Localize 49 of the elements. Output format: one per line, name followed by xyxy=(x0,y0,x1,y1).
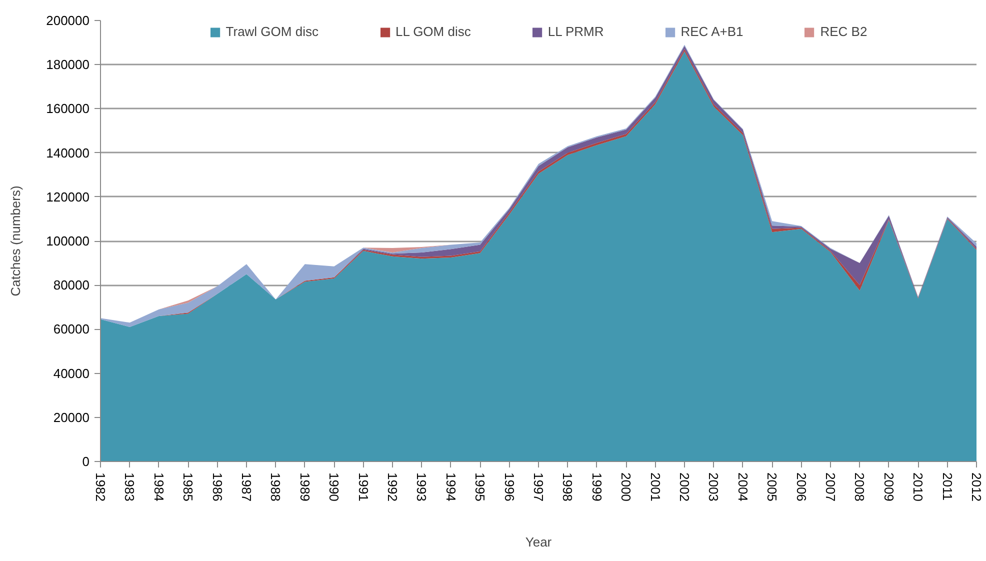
x-tick-label: 2002 xyxy=(677,472,692,502)
x-tick-label: 1994 xyxy=(443,472,458,502)
y-tick-label: 80000 xyxy=(53,278,90,293)
y-tick-label: 0 xyxy=(82,454,90,469)
x-tick-label: 2001 xyxy=(648,472,663,502)
x-tick-label: 2005 xyxy=(764,472,780,502)
x-tick-label: 1988 xyxy=(268,472,284,502)
x-tick-label: 2011 xyxy=(940,472,955,500)
x-tick-label: 1998 xyxy=(560,472,576,502)
x-tick-label: 1983 xyxy=(122,472,138,502)
legend-label: LL GOM disc xyxy=(395,24,471,39)
legend-label: REC B2 xyxy=(820,24,868,39)
x-tick-label: 1982 xyxy=(93,472,108,502)
x-tick-label: 2000 xyxy=(618,472,634,502)
x-tick-label: 1984 xyxy=(151,472,166,502)
y-tick-label: 100000 xyxy=(46,234,90,248)
x-tick-label: 2006 xyxy=(794,472,809,502)
y-tick-label: 160000 xyxy=(46,101,90,116)
x-tick-label: 1997 xyxy=(531,472,546,502)
x-tick-label: 1989 xyxy=(297,472,312,502)
x-axis-title: Year xyxy=(525,534,552,550)
y-tick-label: 120000 xyxy=(46,189,90,204)
x-tick-label: 1987 xyxy=(239,472,254,502)
x-tick-label: 1991 xyxy=(356,472,371,502)
x-tick-label: 2003 xyxy=(706,472,722,502)
y-tick-label: 40000 xyxy=(53,366,90,381)
legend-label: REC A+B1 xyxy=(680,24,744,39)
y-tick-label: 60000 xyxy=(53,322,90,337)
x-tick-label: 1992 xyxy=(385,472,400,502)
legend-label: Trawl GOM disc xyxy=(226,24,318,39)
x-tick-label: 2004 xyxy=(735,472,750,502)
x-tick-label: 1985 xyxy=(180,472,196,502)
y-tick-label: 180000 xyxy=(46,57,90,72)
x-tick-label: 1996 xyxy=(502,472,517,502)
x-tick-label: 1990 xyxy=(326,472,342,502)
x-tick-label: 2009 xyxy=(881,472,896,502)
y-axis-title: Catches (numbers) xyxy=(8,186,24,296)
x-tick-label: 1995 xyxy=(472,472,488,502)
x-tick-label: 2008 xyxy=(852,472,868,502)
x-tick-label: 2007 xyxy=(823,472,838,502)
legend-label: LL PRMR xyxy=(548,24,604,39)
x-tick-label: 1999 xyxy=(589,472,604,502)
x-tick-label: 1993 xyxy=(414,472,430,502)
x-tick-label: 1986 xyxy=(210,472,225,502)
x-tick-label: 2010 xyxy=(910,472,926,502)
y-tick-label: 140000 xyxy=(46,145,90,160)
y-tick-label: 20000 xyxy=(53,410,90,425)
y-tick-label: 200000 xyxy=(46,13,90,28)
x-tick-label: 2012 xyxy=(969,472,984,502)
